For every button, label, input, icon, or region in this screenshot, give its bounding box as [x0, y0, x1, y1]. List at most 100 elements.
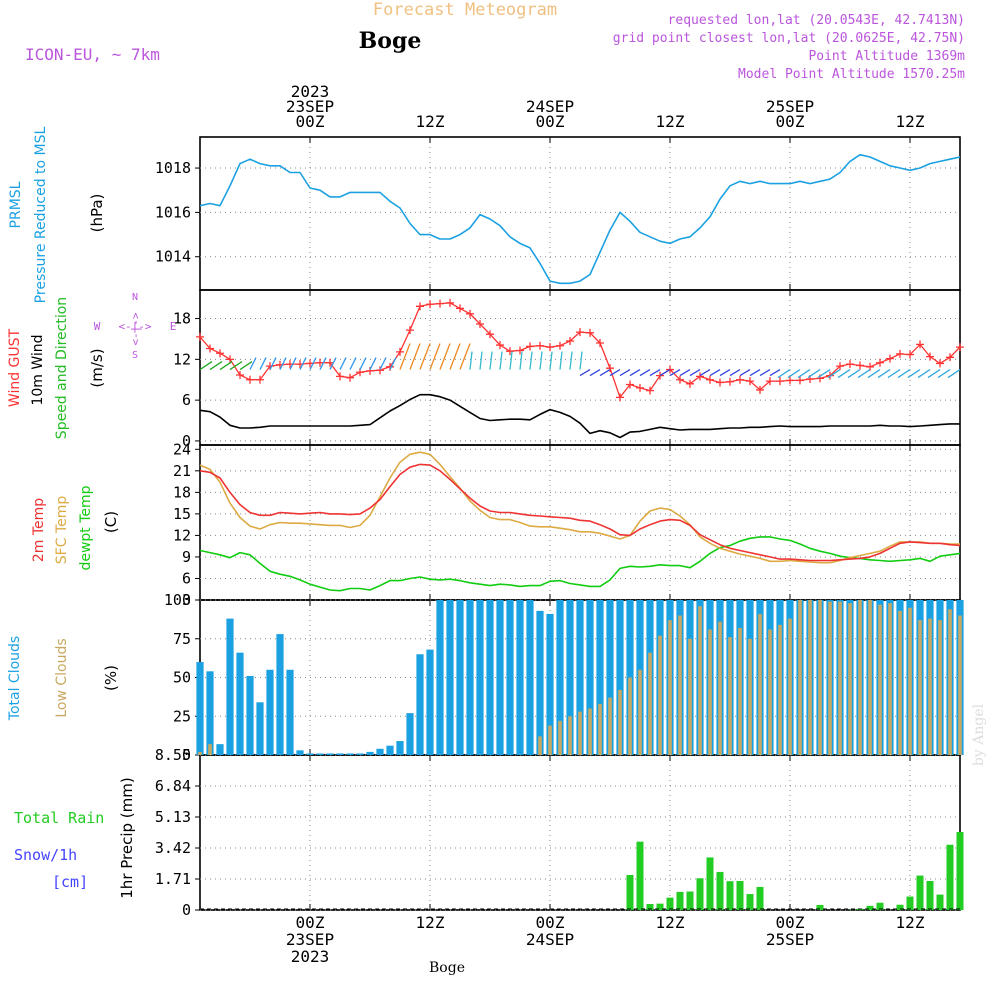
- y-tick-label: 6: [182, 391, 191, 409]
- wind-direction-arrow: [917, 368, 931, 379]
- gust-marker: [316, 358, 324, 367]
- total-cloud-bar: [336, 753, 344, 755]
- total-cloud-bar: [616, 600, 624, 755]
- rain-bar: [896, 904, 904, 910]
- direction-label: Speed and Direction: [54, 297, 70, 439]
- low-cloud-bar: [748, 638, 752, 755]
- location-name: Boge: [359, 28, 422, 54]
- panel-frame: [199, 444, 961, 601]
- rain-bar: [636, 841, 644, 910]
- rain-bar: [926, 880, 934, 910]
- top-time-label: 2023: [291, 82, 330, 101]
- gust-marker: [896, 349, 904, 358]
- gust-marker: [836, 362, 844, 371]
- panel-precip: 0 1.71 3.42 5.13 6.84 8.55: [155, 746, 961, 919]
- wind-direction-arrow: [359, 357, 367, 370]
- low-cloud-bar: [198, 751, 202, 755]
- wind-direction-arrow: [339, 357, 347, 370]
- wind-direction-arrow: [469, 351, 473, 370]
- low-cloud-bar: [788, 618, 792, 755]
- total-cloud-bar: [396, 741, 404, 755]
- gust-marker: [326, 358, 334, 367]
- gust-marker: [216, 349, 224, 358]
- gust-marker: [446, 298, 454, 307]
- y-tick-label: 5.13: [155, 808, 191, 826]
- wind-direction-arrow: [897, 368, 911, 379]
- total-cloud-label: Total Clouds: [7, 636, 23, 721]
- gust-marker: [406, 326, 414, 335]
- low-cloud-bar: [758, 613, 762, 755]
- wind-direction-arrow: [689, 368, 701, 377]
- total-cloud-bar: [326, 753, 334, 755]
- low-cloud-bar: [848, 603, 852, 755]
- wind-direction-arrow: [369, 357, 377, 370]
- low-cloud-bar: [918, 620, 922, 755]
- wind-direction-arrow: [837, 368, 851, 379]
- low-cloud-bar: [668, 620, 672, 755]
- wind-direction-arrow: [947, 368, 961, 379]
- rain-bar: [646, 904, 654, 910]
- top-time-label: 00Z: [776, 112, 805, 131]
- total-cloud-bar: [246, 675, 254, 755]
- wind-direction-arrow: [867, 368, 881, 379]
- y-tick-label: 12: [173, 350, 191, 368]
- wind-direction-arrow: [599, 368, 611, 377]
- wind-direction-arrow: [679, 368, 691, 377]
- y-tick-label: 1018: [155, 159, 191, 177]
- gust-marker: [726, 377, 734, 386]
- total-cloud-bar: [596, 600, 604, 755]
- y-tick-label: 100: [164, 591, 191, 609]
- bottom-time-label: 12Z: [656, 913, 685, 932]
- wind-direction-arrow: [817, 368, 831, 379]
- total-cloud-bar: [206, 671, 214, 755]
- gust-marker: [396, 347, 404, 356]
- rain-bar: [936, 894, 944, 910]
- bottom-time-label: 00Z: [296, 913, 325, 932]
- wind-direction-arrow: [579, 351, 583, 370]
- gust-marker: [246, 375, 254, 384]
- low-cloud-bar: [658, 635, 662, 755]
- panel-frame: [199, 754, 961, 911]
- wind-direction-arrow: [777, 368, 791, 379]
- low-cloud-bar: [548, 725, 552, 755]
- low-cloud-bar: [728, 637, 732, 755]
- wind-direction-arrow: [579, 368, 591, 377]
- bottom-time-label: 12Z: [896, 913, 925, 932]
- total-cloud-bar: [466, 600, 474, 755]
- low-cloud-bar: [588, 708, 592, 755]
- gust-marker: [646, 386, 654, 395]
- pressure-label: PRMSL: [8, 181, 24, 228]
- wind-direction-arrow: [489, 351, 493, 370]
- rain-bar: [686, 891, 694, 910]
- gust-marker: [596, 339, 604, 348]
- wind-direction-arrow: [349, 357, 357, 370]
- gust-marker: [536, 341, 544, 350]
- wind-direction-arrow: [439, 343, 451, 370]
- wind-direction-arrow: [609, 368, 621, 377]
- rain-bar: [626, 875, 634, 910]
- gust-line: [199, 302, 961, 399]
- wind-direction-arrow: [709, 368, 721, 377]
- rain-bar: [736, 880, 744, 910]
- gust-marker: [576, 328, 584, 337]
- wind-direction-arrow: [389, 357, 397, 370]
- rain-label: Total Rain: [14, 809, 104, 827]
- wind-unit: (m/s): [88, 348, 106, 387]
- chart-title: Forecast Meteogram: [373, 0, 557, 20]
- total-cloud-bar: [216, 744, 224, 755]
- compass-arrows: <-|->: [118, 320, 151, 333]
- model-name: ICON-EU, ~ 7km: [25, 45, 160, 64]
- low-cloud-bar: [858, 600, 862, 755]
- gust-marker: [776, 377, 784, 386]
- low-cloud-bar: [798, 600, 802, 755]
- wind-direction-arrow: [569, 351, 573, 370]
- wind-direction-arrow: [887, 368, 901, 379]
- gust-marker: [506, 347, 514, 356]
- gust-marker: [376, 366, 384, 375]
- low-cloud-bar: [778, 624, 782, 755]
- low-cloud-bar: [718, 621, 722, 755]
- total-cloud-bar: [236, 652, 244, 755]
- compass-south: S: [132, 350, 138, 361]
- y-tick-label: 18: [173, 310, 191, 328]
- gust-label: Wind GUST: [7, 328, 23, 407]
